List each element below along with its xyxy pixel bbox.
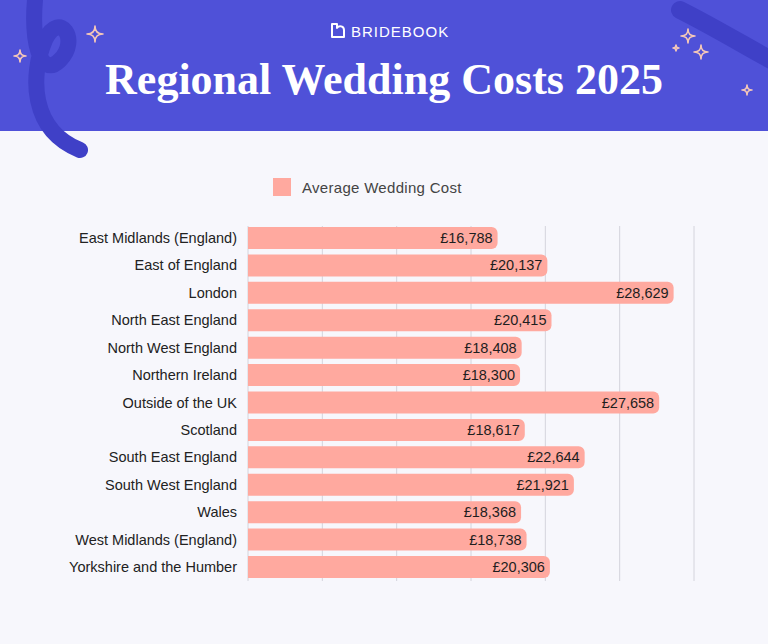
bar [248, 254, 547, 276]
brand: BRIDEBOOK [332, 23, 449, 40]
decoration [34, 0, 80, 150]
brand-icon [332, 24, 344, 37]
sparkle [694, 45, 708, 59]
bar [248, 337, 522, 359]
title: Regional Wedding Costs 2025 [105, 55, 663, 104]
data-label: £20,306 [492, 559, 544, 575]
category-label: East of England [135, 257, 237, 273]
sparkle [673, 45, 679, 51]
data-label: £28,629 [616, 285, 668, 301]
category-label: South East England [109, 449, 237, 465]
sparkle [14, 50, 26, 62]
grid [248, 226, 694, 581]
category-label: South West England [105, 477, 237, 493]
data-label: £22,644 [527, 449, 579, 465]
category-label: Scotland [181, 422, 237, 438]
category-label: Yorkshire and the Humber [69, 559, 237, 575]
bar [248, 446, 585, 468]
bar [248, 309, 552, 331]
data-label: £21,921 [516, 477, 568, 493]
bar [248, 227, 498, 249]
data-label: £20,137 [490, 257, 542, 273]
legend-swatch [273, 178, 291, 196]
data-label: £27,658 [602, 395, 654, 411]
data-label: £20,415 [494, 312, 546, 328]
sparkle [742, 85, 752, 95]
category-label: Wales [197, 504, 237, 520]
background [0, 0, 768, 644]
bar [248, 501, 521, 523]
data-label: £18,738 [469, 532, 521, 548]
category-label: London [189, 285, 237, 301]
bars [248, 227, 674, 578]
category-labels: East Midlands (England) East of England Lo… [69, 230, 237, 575]
bar [248, 419, 525, 441]
bar [248, 282, 674, 304]
brand-text: BRIDEBOOK [351, 23, 449, 40]
chart: BRIDEBOOK Regional Wedding Costs 2025 Aver… [0, 0, 768, 644]
data-label: £18,617 [467, 422, 519, 438]
bar [248, 529, 527, 551]
bar [248, 474, 574, 496]
category-label: Outside of the UK [123, 395, 238, 411]
bar [248, 392, 659, 414]
legend: Average Wedding Cost [273, 178, 462, 196]
bar [248, 556, 550, 578]
sparkle [87, 26, 103, 42]
grid-line [694, 226, 695, 581]
data-labels: £16,788 £20,137 £28,629 £20,415 £18,408 £18,3… [440, 230, 668, 575]
data-label: £18,300 [463, 367, 515, 383]
decoration [680, 10, 768, 70]
data-label: £16,788 [440, 230, 492, 246]
data-label: £18,408 [464, 340, 516, 356]
category-label: Northern Ireland [132, 367, 237, 383]
category-label: East Midlands (England) [79, 230, 237, 246]
header-band [0, 0, 768, 131]
category-label: North East England [111, 312, 237, 328]
category-label: North West England [108, 340, 238, 356]
category-label: West Midlands (England) [75, 532, 237, 548]
sparkle [681, 29, 695, 43]
bar [248, 364, 520, 386]
legend-label: Average Wedding Cost [302, 179, 462, 196]
data-label: £18,368 [464, 504, 516, 520]
